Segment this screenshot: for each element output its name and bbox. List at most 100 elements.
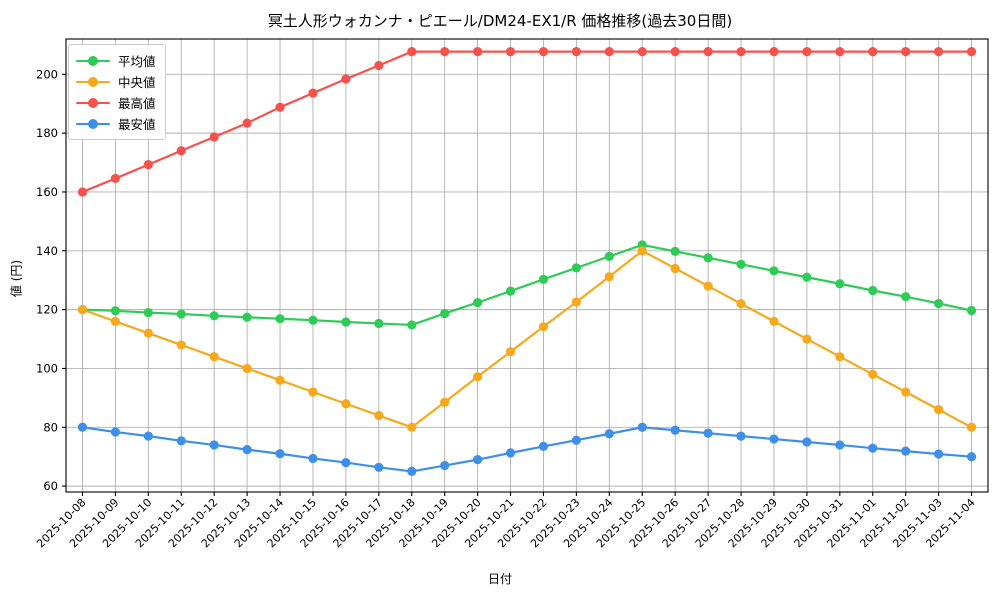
data-point — [473, 372, 483, 382]
series-4 — [77, 422, 977, 477]
data-point — [769, 266, 779, 276]
data-point — [440, 397, 450, 407]
data-point — [341, 317, 351, 327]
data-point — [934, 449, 944, 459]
data-point — [637, 422, 647, 432]
data-point — [703, 253, 713, 263]
legend-swatch-icon — [76, 55, 110, 67]
data-point — [308, 387, 318, 397]
data-point — [637, 47, 647, 57]
data-point — [934, 405, 944, 415]
data-point — [571, 263, 581, 273]
data-point — [176, 340, 186, 350]
data-point — [966, 422, 977, 432]
data-point — [440, 460, 450, 471]
data-point — [143, 328, 153, 338]
data-point — [538, 47, 549, 57]
data-point — [901, 387, 911, 397]
legend-swatch-icon — [76, 118, 110, 130]
data-point — [538, 441, 549, 452]
x-axis-title: 日付 — [487, 572, 512, 586]
chart-legend: 平均値中央値最高値最安値 — [68, 44, 166, 140]
data-point — [308, 315, 318, 325]
data-point — [242, 312, 252, 322]
svg-text:80: 80 — [43, 420, 58, 434]
data-point — [637, 246, 647, 256]
data-point — [143, 160, 153, 170]
svg-text:120: 120 — [36, 303, 58, 317]
data-point — [341, 74, 351, 84]
data-point — [374, 410, 384, 421]
data-point — [505, 47, 516, 57]
data-point — [275, 449, 285, 459]
data-point — [736, 47, 746, 57]
data-point — [571, 297, 581, 307]
data-point — [341, 399, 351, 409]
data-point — [77, 422, 88, 432]
data-point — [275, 314, 285, 324]
legend-label: 最安値 — [118, 117, 156, 132]
data-point — [769, 316, 779, 326]
svg-text:200: 200 — [36, 67, 58, 81]
data-point — [703, 281, 713, 291]
data-point — [143, 431, 153, 441]
legend-item[interactable]: 最高値 — [76, 92, 156, 113]
series-line — [81, 50, 973, 194]
data-point — [703, 428, 713, 438]
data-point — [835, 352, 845, 362]
legend-label: 中央値 — [118, 75, 156, 90]
data-series-group — [77, 47, 977, 477]
grid-lines — [66, 39, 988, 492]
legend-label: 最高値 — [118, 96, 156, 111]
data-point — [736, 431, 746, 441]
data-point — [209, 132, 219, 142]
data-point — [407, 466, 417, 477]
data-point — [868, 285, 878, 296]
data-point — [374, 462, 384, 472]
legend-item[interactable]: 平均値 — [76, 50, 156, 71]
data-point — [538, 322, 549, 332]
series-line — [81, 426, 973, 473]
data-point — [176, 436, 186, 446]
data-point — [110, 316, 120, 326]
legend-swatch-icon — [76, 97, 110, 109]
series-line — [81, 249, 973, 429]
data-point — [868, 369, 878, 379]
legend-item[interactable]: 最安値 — [76, 113, 156, 134]
data-point — [77, 305, 88, 315]
data-point — [604, 251, 614, 261]
data-point — [802, 47, 812, 57]
svg-text:160: 160 — [36, 185, 58, 199]
data-point — [209, 440, 219, 450]
data-point — [934, 298, 944, 309]
data-point — [242, 118, 252, 128]
series-3 — [77, 47, 977, 197]
data-point — [670, 246, 680, 256]
data-point — [110, 173, 120, 184]
data-point — [966, 452, 977, 462]
data-point — [670, 263, 680, 274]
data-point — [275, 375, 285, 385]
svg-text:60: 60 — [43, 479, 58, 493]
data-point — [242, 445, 252, 455]
legend-item[interactable]: 中央値 — [76, 71, 156, 92]
data-point — [308, 453, 318, 464]
data-point — [604, 429, 614, 439]
data-point — [835, 279, 845, 289]
data-point — [473, 455, 483, 465]
data-point — [341, 457, 351, 468]
data-point — [176, 146, 186, 156]
data-point — [802, 272, 812, 282]
data-point — [374, 318, 384, 329]
data-point — [736, 259, 746, 269]
data-point — [802, 334, 812, 344]
data-point — [374, 60, 384, 71]
data-point — [440, 47, 450, 57]
data-point — [176, 309, 186, 319]
data-point — [571, 47, 581, 57]
series-line — [81, 243, 973, 327]
chart-title: 冥土人形ウォカンナ・ピエール/DM24-EX1/R 価格推移(過去30日間) — [267, 12, 733, 30]
data-point — [670, 425, 680, 435]
